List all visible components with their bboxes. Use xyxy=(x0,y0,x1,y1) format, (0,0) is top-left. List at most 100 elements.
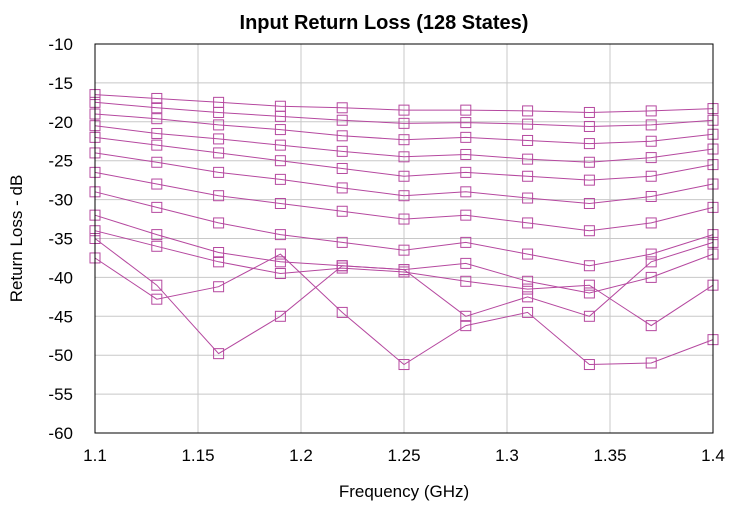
data-point-marker xyxy=(274,229,286,241)
data-point-marker xyxy=(460,166,472,178)
data-point-marker xyxy=(645,105,657,117)
data-point-marker xyxy=(274,310,286,322)
data-point-marker xyxy=(522,170,534,182)
data-point-marker xyxy=(522,291,534,303)
data-point-marker xyxy=(398,151,410,163)
data-point-marker xyxy=(583,225,595,237)
data-point-marker xyxy=(460,104,472,116)
data-point-marker xyxy=(213,166,225,178)
series-path xyxy=(94,101,714,128)
grid xyxy=(94,43,714,434)
data-point-marker xyxy=(274,139,286,151)
series-line xyxy=(89,186,719,272)
data-point-marker xyxy=(151,201,163,213)
data-point-marker xyxy=(274,248,286,260)
data-point-marker xyxy=(213,133,225,145)
x-tick-label: 1.25 xyxy=(387,446,420,465)
data-point-marker xyxy=(336,306,348,318)
data-point-marker xyxy=(336,236,348,248)
series-layer xyxy=(89,89,719,371)
data-point-marker xyxy=(460,236,472,248)
data-point-marker xyxy=(213,106,225,118)
series-path xyxy=(94,230,714,327)
chart-title: Input Return Loss (128 States) xyxy=(240,12,529,34)
data-point-marker xyxy=(645,357,657,369)
data-point-marker xyxy=(213,256,225,268)
data-point-marker xyxy=(583,287,595,299)
data-point-marker xyxy=(151,178,163,190)
x-tick-label: 1.3 xyxy=(495,446,519,465)
data-point-marker xyxy=(274,268,286,280)
data-point-marker xyxy=(460,117,472,129)
data-point-marker xyxy=(522,217,534,229)
data-point-marker xyxy=(645,170,657,182)
data-point-marker xyxy=(583,120,595,132)
y-tick-label: -10 xyxy=(48,35,73,54)
data-point-marker xyxy=(398,244,410,256)
series-path xyxy=(94,125,714,163)
y-tick-label: -15 xyxy=(48,74,73,93)
series-path xyxy=(94,171,714,232)
series-line xyxy=(89,225,719,332)
data-point-marker xyxy=(274,110,286,122)
data-point-marker xyxy=(151,139,163,151)
data-point-marker xyxy=(151,127,163,139)
data-point-marker xyxy=(645,320,657,332)
data-point-marker xyxy=(336,114,348,126)
data-point-marker xyxy=(645,135,657,147)
y-tick-label: -30 xyxy=(48,191,73,210)
data-point-marker xyxy=(274,124,286,136)
data-point-marker xyxy=(522,153,534,165)
data-point-marker xyxy=(336,102,348,114)
data-point-marker xyxy=(522,283,534,295)
data-point-marker xyxy=(398,359,410,371)
data-point-marker xyxy=(213,190,225,202)
x-tick-label: 1.2 xyxy=(289,446,313,465)
series-line xyxy=(89,166,719,237)
data-point-marker xyxy=(583,359,595,371)
data-point-marker xyxy=(645,217,657,229)
y-tick-label: -45 xyxy=(48,307,73,326)
data-point-marker xyxy=(213,147,225,159)
plot-frame xyxy=(94,43,714,434)
x-tick-label: 1.15 xyxy=(181,446,214,465)
data-point-marker xyxy=(583,138,595,150)
y-tick-label: -25 xyxy=(48,152,73,171)
data-point-marker xyxy=(460,275,472,287)
data-point-marker xyxy=(336,130,348,142)
data-point-marker xyxy=(522,105,534,117)
tick-labels: 1.1 1.15 1.2 1.25 1.3 1.35 1.4 -10 -15 -20 -25 -30 -… xyxy=(48,35,724,465)
data-point-marker xyxy=(398,117,410,129)
data-point-marker xyxy=(522,248,534,260)
data-point-marker xyxy=(522,118,534,130)
data-point-marker xyxy=(583,174,595,186)
y-tick-label: -40 xyxy=(48,268,73,287)
data-point-marker xyxy=(522,306,534,318)
data-point-marker xyxy=(645,190,657,202)
data-point-marker xyxy=(336,145,348,157)
data-point-marker xyxy=(522,192,534,204)
data-point-marker xyxy=(274,256,286,268)
data-point-marker xyxy=(336,205,348,217)
data-point-marker xyxy=(460,131,472,143)
data-point-marker xyxy=(151,229,163,241)
data-point-marker xyxy=(522,275,534,287)
series-path xyxy=(94,136,714,181)
data-point-marker xyxy=(336,262,348,274)
data-point-marker xyxy=(583,279,595,291)
data-point-marker xyxy=(151,92,163,104)
x-tick-label: 1.4 xyxy=(701,446,725,465)
data-point-marker xyxy=(274,173,286,185)
data-point-marker xyxy=(213,217,225,229)
data-point-marker xyxy=(583,106,595,118)
data-point-marker xyxy=(151,113,163,125)
data-point-marker xyxy=(460,209,472,221)
data-point-marker xyxy=(645,119,657,131)
series-path xyxy=(94,113,714,145)
data-point-marker xyxy=(645,271,657,283)
y-tick-label: -60 xyxy=(48,424,73,443)
data-point-marker xyxy=(645,256,657,268)
data-point-marker xyxy=(398,104,410,116)
